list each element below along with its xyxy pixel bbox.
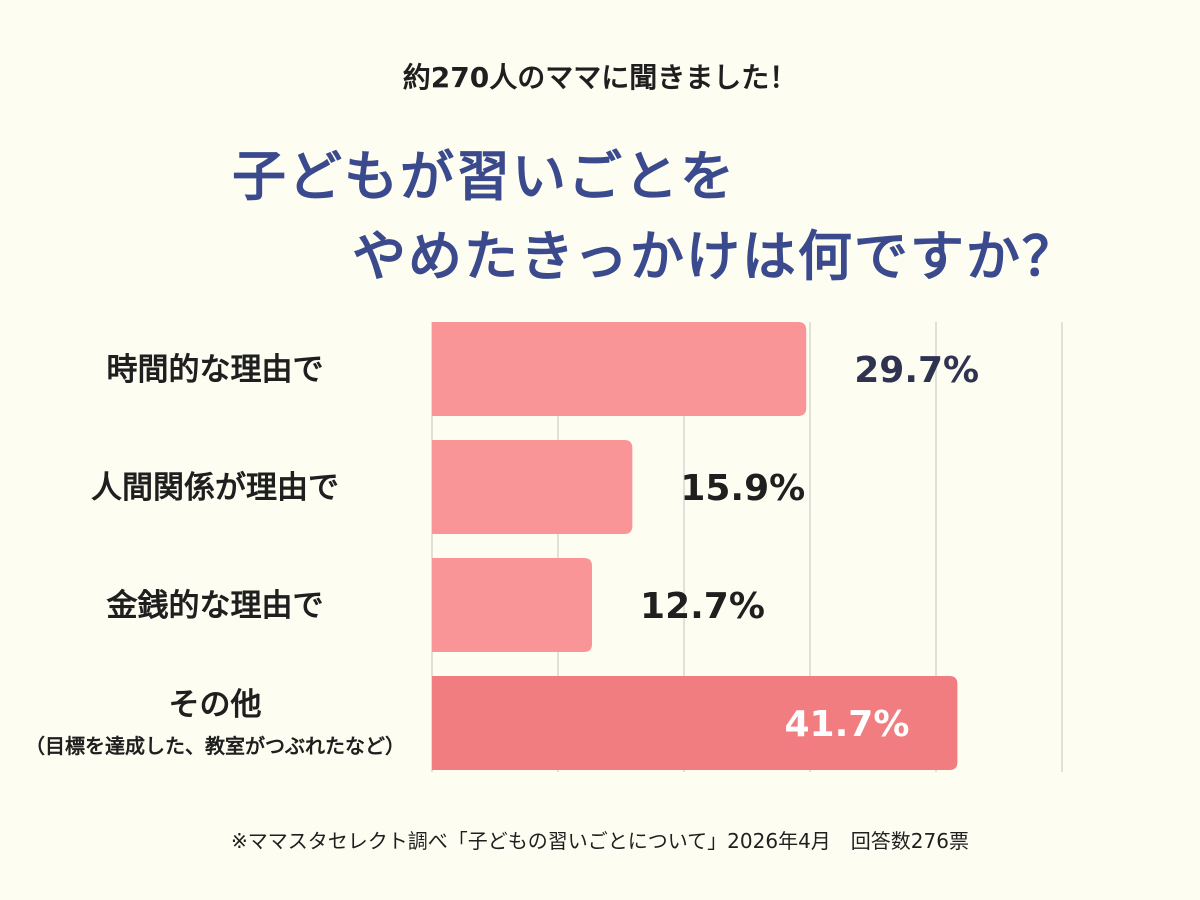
value-label-2: 12.7% — [640, 586, 765, 627]
bar-3 — [432, 676, 958, 770]
bar-1 — [432, 440, 633, 534]
category-label-0: 時間的な理由で — [107, 352, 324, 388]
chart-subtitle: 約270人のママに聞きました！ — [402, 61, 798, 94]
category-label-1: 人間関係が理由で — [91, 470, 339, 506]
category-label-2: 金銭的な理由で — [106, 588, 324, 624]
chart-title-line2: やめたきっかけは何ですか？ — [352, 225, 1078, 288]
value-labels: 29.7% 15.9% 12.7% 41.7% — [640, 350, 979, 745]
chart-title-line1: 子どもが習いごとを — [232, 145, 736, 208]
bars — [432, 322, 958, 770]
bar-2 — [432, 558, 593, 652]
value-label-3: 41.7% — [785, 704, 910, 745]
value-label-1: 15.9% — [680, 468, 805, 509]
category-label-3: その他 — [169, 687, 262, 723]
value-label-0: 29.7% — [854, 350, 979, 391]
category-note-3: （目標を達成した、教室がつぶれたなど） — [25, 734, 405, 758]
bar-0 — [432, 322, 807, 416]
source-footnote: ※ママスタセレクト調べ「子どもの習いごとについて」2026年4月 回答数276票 — [231, 829, 969, 853]
